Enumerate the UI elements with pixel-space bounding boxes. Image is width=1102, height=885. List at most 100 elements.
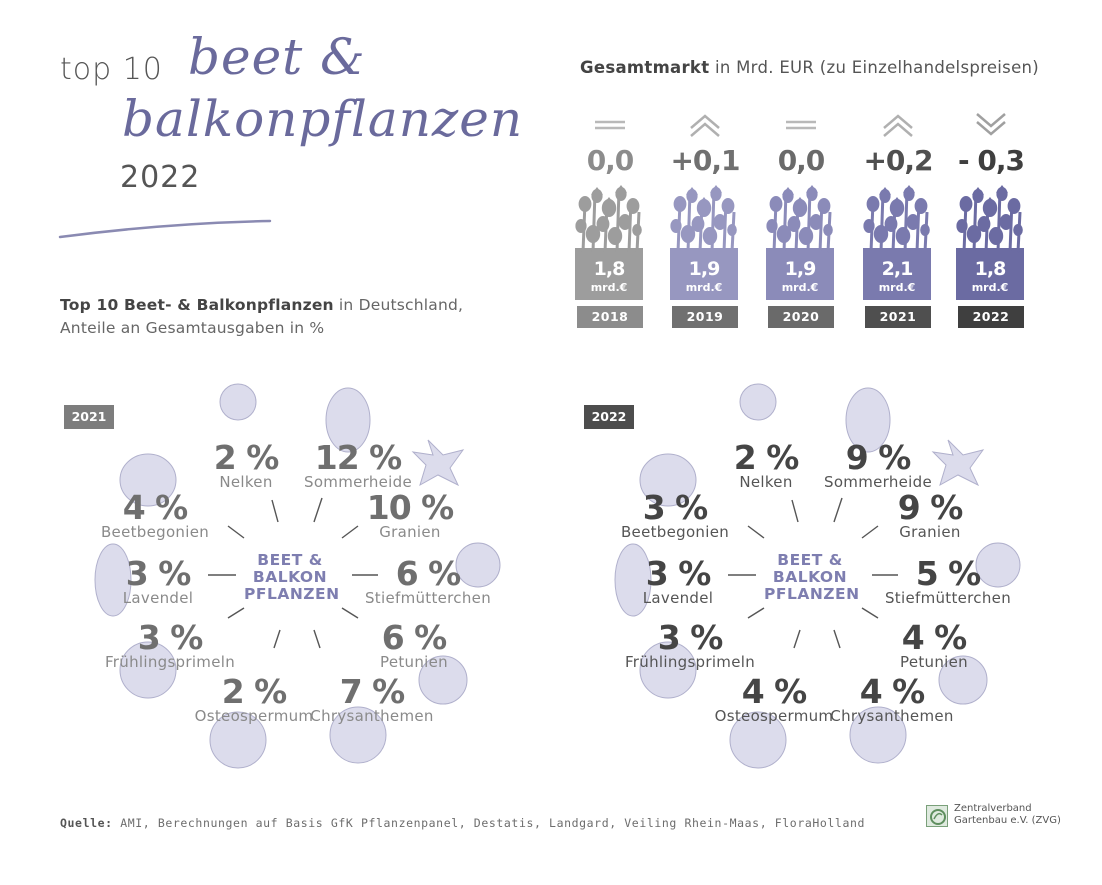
year-label: 2020 <box>768 306 834 328</box>
year-label: 2022 <box>958 306 1024 328</box>
share-percent: 3 % <box>125 554 192 593</box>
radial-panel-2021: 2021 BEET & BALKON PFLANZEN 2 % Nelken 12 % Som… <box>58 380 518 780</box>
share-label: Beetbegonien <box>100 523 210 541</box>
change-value: +0,2 <box>863 144 933 177</box>
trend-flat-icon <box>786 120 816 130</box>
radial-panel-2022: 2022 BEET & BALKON PFLANZEN 2 % Nelken 9 % Somm… <box>578 380 1038 780</box>
share-percent: 12 % <box>314 438 402 477</box>
center-label: BEET & BALKON PFLANZEN <box>244 551 339 603</box>
share-label: Lavendel <box>122 589 194 607</box>
panel-year-badge: 2021 <box>64 405 114 429</box>
share-item: 3 % Beetbegonien <box>620 488 730 541</box>
share-percent: 4 % <box>122 488 189 527</box>
market-column-2022: - 0,3 1,8 mrd.€ 2022 <box>951 110 1031 330</box>
flower-bouquet-icon <box>575 185 643 300</box>
share-percent: 3 % <box>645 554 712 593</box>
share-percent: 9 % <box>897 488 964 527</box>
center-label-line1: BEET & <box>777 551 843 569</box>
title-year: 2022 <box>120 160 201 195</box>
zvg-name: Zentralverband Gartenbau e.V. (ZVG) <box>954 803 1061 827</box>
share-item: 3 % Frühlingsprimeln <box>624 618 756 671</box>
change-value: +0,1 <box>670 144 740 177</box>
trend-up-icon <box>690 114 720 137</box>
share-item: 2 % Nelken <box>213 438 280 491</box>
share-label: Chrysanthemen <box>830 707 954 725</box>
market-column-2021: +0,2 2,1 mrd.€ 2021 <box>858 110 938 330</box>
market-unit: mrd.€ <box>590 281 628 294</box>
market-unit: mrd.€ <box>781 281 819 294</box>
market-value: 1,9 <box>688 258 721 280</box>
share-item: 3 % Lavendel <box>122 554 194 607</box>
share-label: Nelken <box>739 473 793 491</box>
share-label: Sommerheide <box>823 473 933 491</box>
subtitle-bold: Top 10 Beet- & Balkonpflanzen <box>60 296 334 314</box>
market-column-2020: 0,0 1,9 mrd.€ 2020 <box>761 110 841 330</box>
market-value: 2,1 <box>881 258 914 280</box>
share-percent: 3 % <box>642 488 709 527</box>
share-item: 10 % Granien <box>366 488 454 541</box>
share-label: Petunien <box>900 653 968 671</box>
trend-up-icon <box>883 114 913 137</box>
share-item: 2 % Osteospermum <box>195 672 314 725</box>
source-label: Quelle: <box>60 816 113 830</box>
share-percent: 2 % <box>733 438 800 477</box>
share-percent: 10 % <box>366 488 454 527</box>
market-title-rest: in Mrd. EUR (zu Einzelhandelspreisen) <box>709 58 1040 77</box>
market-column-2019: +0,1 1,9 mrd.€ 2019 <box>665 110 745 330</box>
share-percent: 7 % <box>339 672 406 711</box>
center-label-line3: PFLANZEN <box>764 585 860 603</box>
title-swash-decoration <box>58 219 272 239</box>
share-label: Granien <box>899 523 961 541</box>
market-column-2018: 0,0 1,8 mrd.€ 2018 <box>570 110 650 330</box>
share-item: 9 % Granien <box>897 488 964 541</box>
share-percent: 6 % <box>395 554 462 593</box>
share-percent: 2 % <box>221 672 288 711</box>
zvg-logo-icon <box>926 805 948 827</box>
change-value: 0,0 <box>586 144 635 177</box>
share-item: 6 % Petunien <box>380 618 448 671</box>
share-label: Granien <box>379 523 441 541</box>
source-note: Quelle: AMI, Berechnungen auf Basis GfK … <box>60 816 865 830</box>
share-label: Petunien <box>380 653 448 671</box>
share-label: Stiefmütterchen <box>364 589 492 607</box>
chart-subtitle: Top 10 Beet- & Balkonpflanzen in Deutsch… <box>60 294 463 340</box>
center-label-line1: BEET & <box>257 551 323 569</box>
market-title-bold: Gesamtmarkt <box>580 58 710 77</box>
title-line-1: beet & <box>188 28 366 86</box>
center-label: BEET & BALKON PFLANZEN <box>764 551 859 603</box>
zvg-logo-block: Zentralverband Gartenbau e.V. (ZVG) <box>926 803 1086 833</box>
share-label: Stiefmütterchen <box>884 589 1012 607</box>
share-percent: 5 % <box>915 554 982 593</box>
flower-bouquet-icon <box>670 185 738 300</box>
flower-decoration <box>94 383 501 769</box>
share-item: 4 % Beetbegonien <box>100 488 210 541</box>
share-item: 4 % Osteospermum <box>714 672 834 725</box>
change-value: - 0,3 <box>958 144 1025 177</box>
flower-bouquet-icon <box>956 185 1024 300</box>
share-label: Osteospermum <box>714 707 834 725</box>
panel-year-badge: 2022 <box>584 405 634 429</box>
share-percent: 2 % <box>213 438 280 477</box>
share-percent: 3 % <box>657 618 724 657</box>
market-unit: mrd.€ <box>685 281 723 294</box>
share-label: Frühlingsprimeln <box>104 653 236 671</box>
share-percent: 4 % <box>741 672 808 711</box>
share-item: 4 % Petunien <box>900 621 968 671</box>
flower-bouquet-icon <box>766 185 834 300</box>
year-label: 2021 <box>865 306 931 328</box>
subtitle-rest: in Deutschland, <box>333 296 464 314</box>
share-percent: 6 % <box>381 618 448 657</box>
share-label: Beetbegonien <box>620 523 730 541</box>
market-value: 1,8 <box>974 258 1007 280</box>
trend-flat-icon <box>595 120 625 130</box>
share-label: Chrysanthemen <box>310 707 434 725</box>
share-item: 4 % Chrysanthemen <box>830 675 954 725</box>
share-label: Frühlingsprimeln <box>624 653 756 671</box>
year-label: 2019 <box>672 306 738 328</box>
center-label-line2: BALKON <box>252 568 328 586</box>
source-text: AMI, Berechnungen auf Basis GfK Pflanzen… <box>112 816 866 830</box>
share-item: 7 % Chrysanthemen <box>310 672 434 725</box>
share-item: 6 % Stiefmütterchen <box>364 554 492 607</box>
share-percent: 3 % <box>137 618 204 657</box>
share-item: 5 % Stiefmütterchen <box>884 554 1012 607</box>
